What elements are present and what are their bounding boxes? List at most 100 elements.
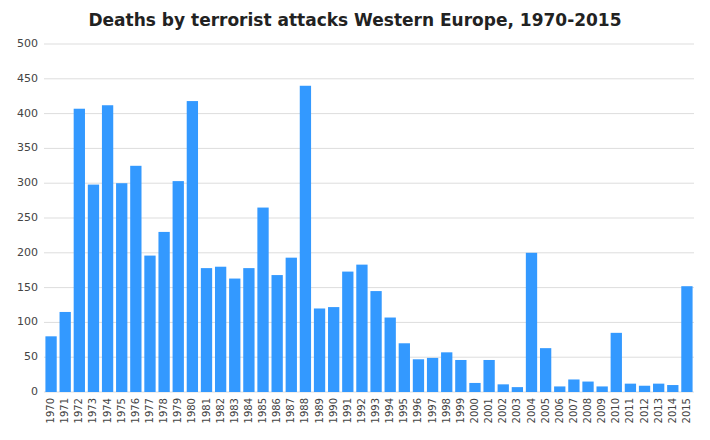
x-tick-label: 1970 [45,398,56,423]
x-tick-label: 2015 [681,398,692,423]
bar [187,101,198,392]
chart-svg: 0501001502002503003504004505001970197119… [0,0,710,440]
y-tick-label: 100 [17,315,38,328]
x-tick-label: 2003 [511,398,522,423]
y-tick-label: 300 [17,176,38,189]
bar [229,279,240,392]
x-tick-label: 1989 [314,398,325,423]
x-tick-label: 2005 [540,398,551,423]
x-tick-label: 1980 [186,398,197,423]
bar [300,86,311,392]
x-tick-label: 1982 [215,398,226,423]
y-tick-label: 50 [24,350,38,363]
y-tick-label: 150 [17,281,38,294]
x-tick-label: 1997 [427,398,438,423]
x-tick-label: 1994 [384,398,395,423]
bar [512,387,523,392]
y-tick-label: 250 [17,211,38,224]
bar [173,181,184,392]
x-tick-label: 1995 [398,398,409,423]
bar [215,267,226,392]
x-tick-label: 1975 [116,398,127,423]
y-tick-label: 500 [17,37,38,50]
bar [498,384,509,392]
x-tick-label: 2011 [624,398,635,423]
x-tick-label: 2004 [526,398,537,423]
bar [441,352,452,392]
x-tick-label: 2000 [469,398,480,423]
x-tick-label: 2002 [497,398,508,423]
bar [469,383,480,392]
y-tick-label: 450 [17,72,38,85]
bar [611,333,622,392]
bar [130,166,141,392]
bar [385,318,396,392]
x-tick-label: 2010 [610,398,621,423]
x-tick-label: 1984 [243,398,254,423]
bars [45,86,692,392]
bar [74,109,85,392]
bar [427,358,438,392]
x-tick-label: 1986 [271,398,282,423]
x-tick-label: 1985 [257,398,268,423]
grid-line [44,78,694,79]
bar [102,105,113,392]
bar [356,265,367,392]
bar [540,348,551,392]
x-tick-label: 1990 [328,398,339,423]
x-tick-label: 1983 [229,398,240,423]
y-axis: 0 50 100 150 200 250 300 350 400 450 500 [17,37,38,398]
x-tick-label: 1971 [59,398,70,423]
x-tick-label: 2014 [667,398,678,423]
x-tick-label: 1991 [342,398,353,423]
bar [286,258,297,392]
bar [483,360,494,392]
bar [116,183,127,392]
x-tick-label: 1981 [201,398,212,423]
x-tick-label: 1996 [412,398,423,423]
x-tick-label: 1976 [130,398,141,423]
bar [399,343,410,392]
x-tick-label: 1979 [172,398,183,423]
x-tick-label: 2001 [483,398,494,423]
bar [582,382,593,392]
bar [554,386,565,392]
x-tick-label: 1978 [158,398,169,423]
grid-line [44,44,694,45]
x-tick-label: 1972 [73,398,84,423]
x-tick-label: 2013 [653,398,664,423]
x-axis: 1970197119721973197419751976197719781979… [45,398,692,423]
bar [667,385,678,392]
bar [45,336,56,392]
bar [625,384,636,392]
bar [342,272,353,392]
x-tick-label: 1993 [370,398,381,423]
y-tick-label: 200 [17,246,38,259]
bar [158,232,169,392]
bar [328,307,339,392]
chart-container: 0501001502002503003504004505001970197119… [0,0,710,440]
bar [243,268,254,392]
bar [201,268,212,392]
bar [272,275,283,392]
grid-line [44,148,694,149]
x-tick-label: 1987 [285,398,296,423]
bar [455,360,466,392]
y-tick-label: 350 [17,141,38,154]
x-tick-label: 1999 [455,398,466,423]
bar [597,386,608,392]
x-tick-label: 1988 [299,398,310,423]
bar [144,256,155,392]
bar [639,386,650,392]
y-tick-label: 0 [31,385,38,398]
bar [413,359,424,392]
grid [44,44,694,392]
x-tick-label: 2006 [554,398,565,423]
x-tick-label: 2012 [639,398,650,423]
bar [681,286,692,392]
bar [526,253,537,392]
y-tick-label: 400 [17,107,38,120]
x-tick-label: 1992 [356,398,367,423]
bar [60,312,71,392]
x-tick-label: 1973 [87,398,98,423]
